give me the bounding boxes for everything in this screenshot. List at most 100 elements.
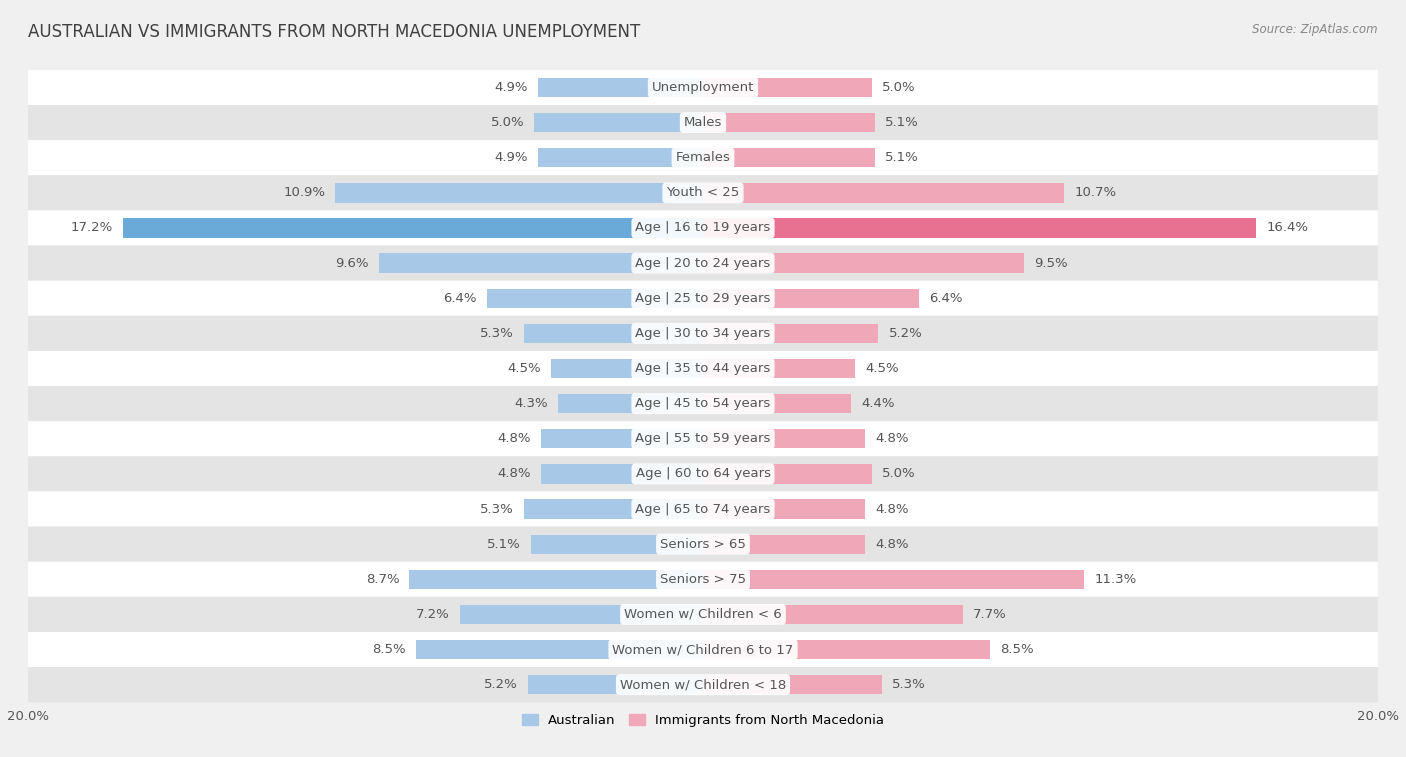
Bar [551, 359, 703, 378]
Bar [534, 113, 703, 132]
Text: Age | 20 to 24 years: Age | 20 to 24 years [636, 257, 770, 269]
Bar [122, 218, 703, 238]
Text: 5.3%: 5.3% [481, 503, 515, 516]
Text: Age | 45 to 54 years: Age | 45 to 54 years [636, 397, 770, 410]
FancyBboxPatch shape [28, 140, 1378, 176]
Bar [703, 78, 872, 97]
Text: AUSTRALIAN VS IMMIGRANTS FROM NORTH MACEDONIA UNEMPLOYMENT: AUSTRALIAN VS IMMIGRANTS FROM NORTH MACE… [28, 23, 640, 41]
FancyBboxPatch shape [28, 386, 1378, 421]
Text: Age | 30 to 34 years: Age | 30 to 34 years [636, 327, 770, 340]
Text: 5.3%: 5.3% [481, 327, 515, 340]
Text: Youth < 25: Youth < 25 [666, 186, 740, 199]
Bar [558, 394, 703, 413]
Text: 11.3%: 11.3% [1094, 573, 1136, 586]
Bar [703, 113, 875, 132]
Text: Age | 25 to 29 years: Age | 25 to 29 years [636, 291, 770, 305]
Text: Age | 16 to 19 years: Age | 16 to 19 years [636, 222, 770, 235]
FancyBboxPatch shape [28, 562, 1378, 597]
Bar [380, 254, 703, 273]
FancyBboxPatch shape [28, 491, 1378, 527]
Text: Women w/ Children < 18: Women w/ Children < 18 [620, 678, 786, 691]
FancyBboxPatch shape [28, 210, 1378, 245]
FancyBboxPatch shape [28, 70, 1378, 105]
Bar [541, 464, 703, 484]
Bar [524, 324, 703, 343]
Bar [409, 569, 703, 589]
Bar [703, 218, 1257, 238]
FancyBboxPatch shape [28, 597, 1378, 632]
FancyBboxPatch shape [28, 632, 1378, 667]
Text: 8.7%: 8.7% [366, 573, 399, 586]
Text: 5.0%: 5.0% [491, 116, 524, 129]
Bar [703, 324, 879, 343]
Text: 5.3%: 5.3% [891, 678, 925, 691]
Bar [486, 288, 703, 308]
Text: 7.7%: 7.7% [973, 608, 1007, 621]
Text: Seniors > 75: Seniors > 75 [659, 573, 747, 586]
Bar [703, 605, 963, 624]
Text: 4.8%: 4.8% [498, 467, 531, 481]
Text: 5.1%: 5.1% [886, 116, 920, 129]
Bar [703, 500, 865, 519]
FancyBboxPatch shape [28, 667, 1378, 702]
Text: 6.4%: 6.4% [443, 291, 477, 305]
Text: 7.2%: 7.2% [416, 608, 450, 621]
Text: 10.7%: 10.7% [1074, 186, 1116, 199]
Text: Age | 60 to 64 years: Age | 60 to 64 years [636, 467, 770, 481]
Legend: Australian, Immigrants from North Macedonia: Australian, Immigrants from North Macedo… [516, 709, 890, 732]
Bar [703, 359, 855, 378]
Text: Males: Males [683, 116, 723, 129]
Text: Females: Females [675, 151, 731, 164]
Text: 4.8%: 4.8% [875, 537, 908, 550]
Text: Seniors > 65: Seniors > 65 [659, 537, 747, 550]
Text: 4.9%: 4.9% [494, 151, 527, 164]
FancyBboxPatch shape [28, 351, 1378, 386]
FancyBboxPatch shape [28, 105, 1378, 140]
Bar [524, 500, 703, 519]
Bar [335, 183, 703, 203]
Text: Age | 55 to 59 years: Age | 55 to 59 years [636, 432, 770, 445]
Bar [531, 534, 703, 554]
Text: 4.3%: 4.3% [515, 397, 548, 410]
Bar [703, 254, 1024, 273]
Text: Source: ZipAtlas.com: Source: ZipAtlas.com [1253, 23, 1378, 36]
Text: 5.2%: 5.2% [889, 327, 922, 340]
Bar [416, 640, 703, 659]
Text: 4.8%: 4.8% [875, 432, 908, 445]
Bar [541, 429, 703, 448]
Text: Women w/ Children 6 to 17: Women w/ Children 6 to 17 [613, 643, 793, 656]
Bar [537, 78, 703, 97]
Bar [703, 464, 872, 484]
Text: 8.5%: 8.5% [373, 643, 406, 656]
Text: 4.4%: 4.4% [862, 397, 896, 410]
Bar [703, 429, 865, 448]
Text: Age | 65 to 74 years: Age | 65 to 74 years [636, 503, 770, 516]
FancyBboxPatch shape [28, 176, 1378, 210]
FancyBboxPatch shape [28, 281, 1378, 316]
Text: 5.0%: 5.0% [882, 467, 915, 481]
Bar [703, 569, 1084, 589]
Bar [703, 394, 852, 413]
Text: 16.4%: 16.4% [1267, 222, 1309, 235]
Text: 4.5%: 4.5% [508, 362, 541, 375]
Bar [537, 148, 703, 167]
Text: 9.6%: 9.6% [336, 257, 368, 269]
Bar [703, 288, 920, 308]
FancyBboxPatch shape [28, 421, 1378, 456]
Text: 4.9%: 4.9% [494, 81, 527, 94]
Text: Women w/ Children < 6: Women w/ Children < 6 [624, 608, 782, 621]
Bar [703, 534, 865, 554]
Text: 5.1%: 5.1% [886, 151, 920, 164]
Text: 6.4%: 6.4% [929, 291, 963, 305]
Text: Unemployment: Unemployment [652, 81, 754, 94]
FancyBboxPatch shape [28, 456, 1378, 491]
Text: 4.8%: 4.8% [498, 432, 531, 445]
Text: 10.9%: 10.9% [283, 186, 325, 199]
Text: 5.1%: 5.1% [486, 537, 520, 550]
Bar [460, 605, 703, 624]
Bar [703, 148, 875, 167]
FancyBboxPatch shape [28, 245, 1378, 281]
Bar [703, 640, 990, 659]
FancyBboxPatch shape [28, 527, 1378, 562]
Text: 4.8%: 4.8% [875, 503, 908, 516]
